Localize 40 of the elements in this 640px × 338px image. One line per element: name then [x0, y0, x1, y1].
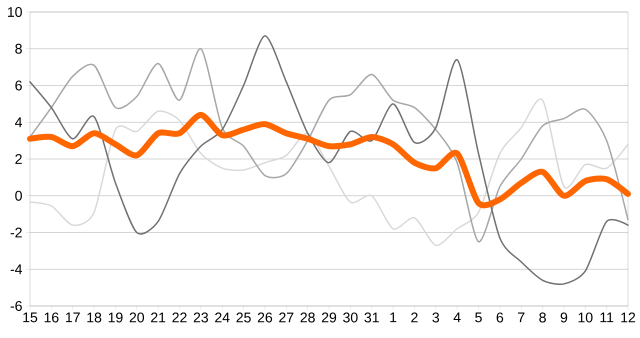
- x-tick-label: 5: [475, 312, 482, 322]
- x-tick-label: 26: [258, 312, 272, 322]
- x-tick-label: 25: [236, 312, 251, 322]
- y-tick-label: 2: [15, 154, 22, 164]
- x-tick-label: 12: [621, 312, 636, 322]
- x-tick-label: 9: [560, 312, 568, 322]
- x-tick-label: 7: [518, 312, 524, 322]
- x-tick-label: 24: [215, 312, 230, 322]
- x-tick-label: 28: [300, 312, 315, 322]
- x-tick-label: 21: [151, 312, 166, 322]
- x-tick-label: 10: [578, 312, 593, 322]
- line-series: [29, 35, 629, 285]
- x-tick-label: 30: [343, 312, 358, 322]
- x-tick-label: 23: [194, 312, 208, 322]
- y-tick-label: 0: [15, 190, 22, 201]
- y-tick-label: -4: [10, 264, 22, 274]
- y-tick-label: 4: [14, 117, 22, 128]
- x-tick-label: 16: [44, 312, 59, 322]
- y-tick-label: 6: [15, 80, 22, 90]
- x-tick-label: 4: [454, 312, 461, 322]
- y-tick-label: -2: [10, 228, 22, 238]
- x-tick-label: 29: [322, 312, 336, 322]
- y-tick-label: -6: [10, 301, 22, 311]
- x-tick-label: 1: [390, 312, 396, 322]
- x-tick-label: 17: [66, 312, 80, 322]
- x-tick-label: 31: [364, 312, 379, 322]
- y-tick-label: 10: [8, 7, 22, 17]
- x-tick-label: 2: [411, 312, 418, 322]
- x-tick-label: 6: [496, 312, 504, 322]
- x-tick-label: 15: [23, 312, 38, 322]
- x-tick-label: 19: [108, 312, 123, 322]
- x-tick-label: 8: [539, 312, 546, 322]
- x-tick-label: 3: [432, 312, 440, 322]
- line-series: [29, 99, 629, 246]
- x-tick-label: 22: [172, 312, 187, 322]
- x-tick-label: 27: [279, 312, 294, 322]
- x-tick-label: 20: [130, 312, 144, 322]
- y-tick-label: 8: [15, 44, 22, 54]
- x-tick-label: 11: [600, 312, 614, 322]
- x-tick-label: 18: [87, 312, 102, 322]
